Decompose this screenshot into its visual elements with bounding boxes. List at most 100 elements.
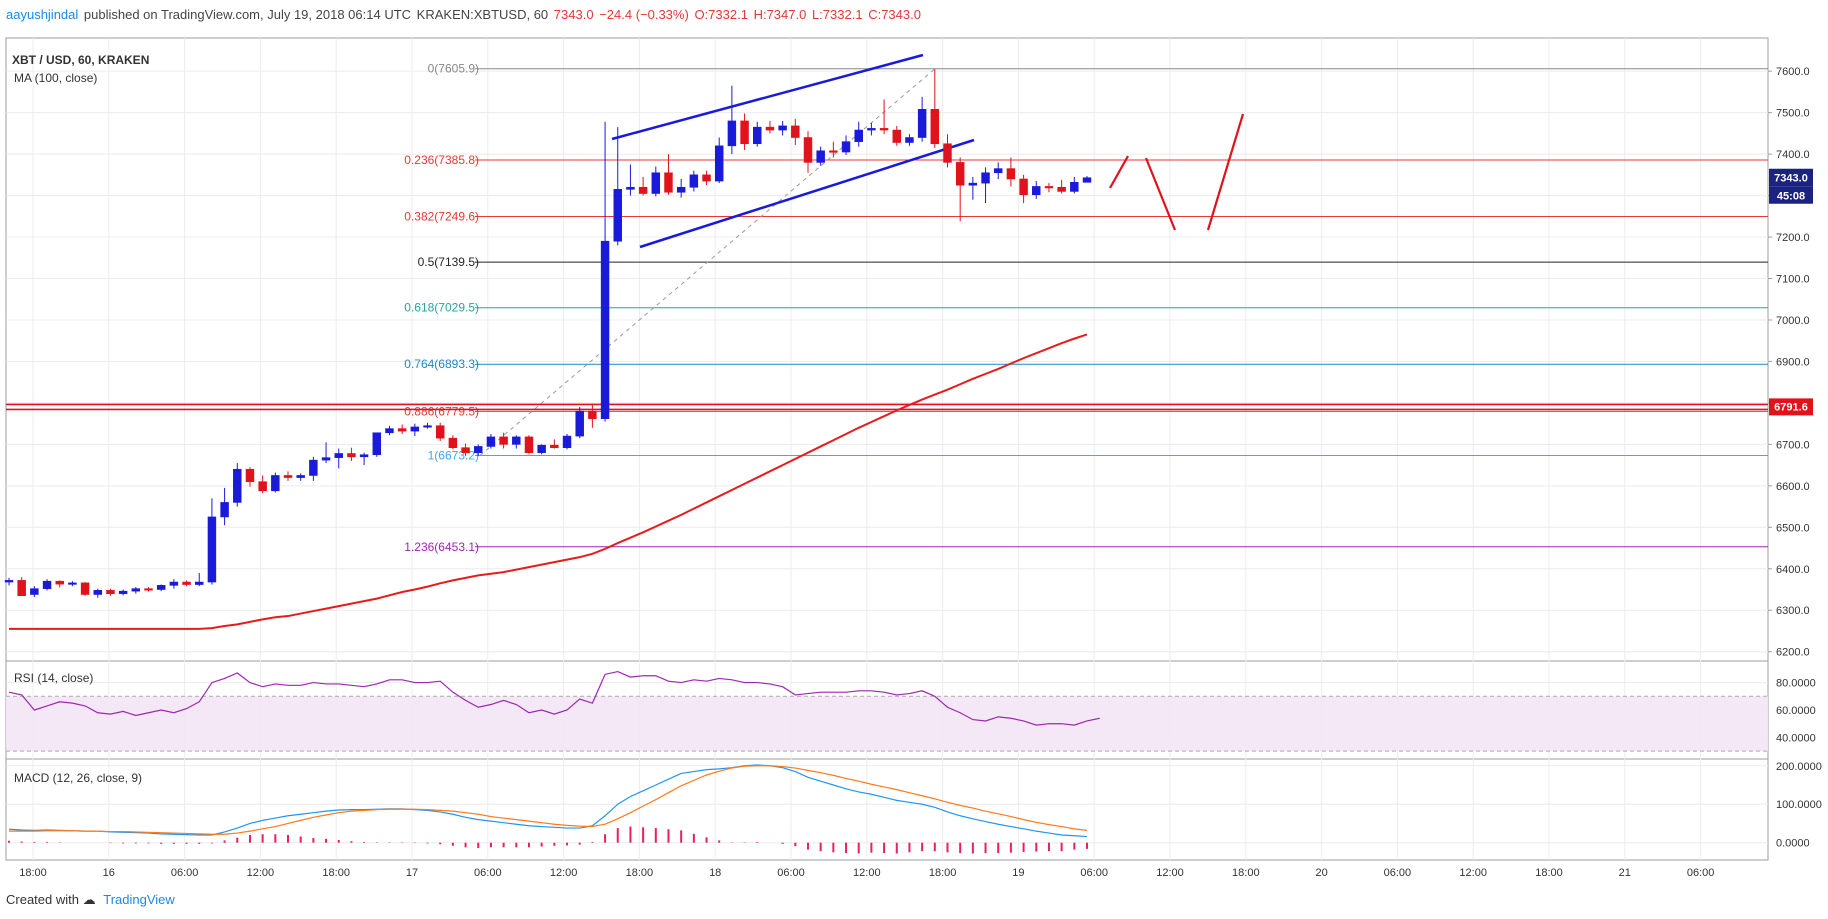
candle-body [1057, 186, 1066, 192]
candle-body [613, 189, 622, 242]
candle-body [867, 128, 876, 131]
level-tag-label: 6791.6 [1774, 401, 1808, 413]
countdown-tag-label: 45:08 [1777, 191, 1805, 203]
x-tick-label: 21 [1619, 867, 1631, 879]
candle-body [727, 120, 737, 147]
fib-level-label: 0.886(6779.5) [404, 404, 479, 418]
candle-body [575, 410, 584, 437]
candle-body [1032, 186, 1041, 196]
last-price: 7343.0 [553, 7, 594, 22]
candle-body [1044, 186, 1054, 189]
candle-body [321, 457, 331, 461]
rsi-series-line [8, 670, 1100, 726]
x-tick-label: 16 [103, 867, 115, 879]
candle-body [1070, 182, 1079, 192]
fib-level-label: 0.382(7249.6) [404, 209, 479, 223]
candle-body [271, 475, 280, 492]
x-tick-label: 18:00 [1535, 867, 1563, 879]
fib-level-label: 1.236(6453.1) [404, 540, 479, 554]
candle-body [638, 186, 648, 194]
candle-body [714, 145, 724, 182]
candle-body [689, 174, 699, 188]
candle-body [347, 453, 356, 458]
candle-body [4, 580, 14, 583]
candle-body [144, 588, 153, 591]
candle-body [753, 126, 762, 145]
macd-tick-label: 100.0000 [1776, 799, 1822, 811]
created-with-text: Created with [6, 892, 79, 907]
candle-body [879, 128, 889, 131]
candle-body [372, 432, 382, 456]
ma-indicator-label: MA (100, close) [14, 71, 97, 85]
ohlc-low: L:7332.1 [811, 7, 863, 22]
y-tick-label: 6900.0 [1776, 356, 1810, 368]
y-tick-label: 7500.0 [1776, 108, 1810, 120]
candle-body [169, 581, 179, 586]
x-tick-label: 18:00 [322, 867, 350, 879]
rsi-tick-label: 60.0000 [1776, 705, 1816, 717]
tradingview-link[interactable]: TradingView [103, 892, 175, 907]
candle-body [841, 141, 851, 153]
y-tick-label: 6200.0 [1776, 647, 1810, 659]
fib-level-label: 0.764(6893.3) [404, 357, 479, 371]
author-link[interactable]: aayushjindal [6, 7, 79, 22]
price-tags: 7343.0 45:08 6791.6 [1769, 168, 1813, 416]
candle-body [550, 444, 559, 448]
candle-body [791, 125, 800, 138]
candle-body [30, 588, 39, 595]
macd-tick-label: 0.0000 [1776, 838, 1810, 850]
candle-body [220, 502, 229, 518]
x-tick-label: 12:00 [550, 867, 578, 879]
x-tick-label: 06:00 [474, 867, 502, 879]
candle-body [156, 585, 166, 590]
y-tick-label: 6500.0 [1776, 522, 1810, 534]
tradingview-logo-icon: ☁ [82, 892, 96, 907]
candle-body [131, 588, 141, 592]
forecast-path-segment [1144, 157, 1177, 231]
rsi-tick-label: 80.0000 [1776, 678, 1816, 690]
rsi-band [6, 695, 1768, 752]
y-tick-label: 7100.0 [1776, 274, 1810, 286]
candle-body [968, 182, 978, 186]
main-chart-title: XBT / USD, 60, KRAKEN [12, 53, 149, 67]
candle-body [486, 436, 496, 447]
candle-body [55, 580, 64, 585]
candle-body [106, 590, 115, 594]
price-change: −24.4 (−0.33%) [599, 7, 689, 22]
fib-level-label: 0.618(7029.5) [404, 301, 479, 315]
candle-body [905, 137, 914, 143]
candle-body [359, 454, 369, 458]
candle-body [1082, 177, 1092, 183]
y-tick-label: 7200.0 [1776, 232, 1810, 244]
x-axis-labels: 18:00 16 06:00 12:00 18:00 17 06:00 12:00 18:00 1… [19, 867, 1714, 879]
x-tick-label: 12:00 [1459, 867, 1487, 879]
candle-body [42, 580, 52, 589]
fib-level-label: 0.236(7385.8) [404, 153, 479, 167]
candle-body [740, 120, 749, 145]
candle-body [981, 172, 990, 184]
candle-body [93, 590, 103, 595]
candle-body [68, 582, 77, 585]
candle-body [309, 459, 318, 476]
x-tick-label: 19 [1012, 867, 1024, 879]
candle-body [930, 109, 940, 145]
fib-level-label: 0(7605.9) [428, 62, 479, 76]
candle-body [955, 162, 965, 186]
candle-body [410, 426, 420, 432]
candle-body [1006, 168, 1016, 180]
countdown-tag [1769, 186, 1813, 204]
candle-body [524, 436, 534, 453]
last-price-tag [1769, 168, 1813, 187]
x-tick-label: 20 [1315, 867, 1327, 879]
x-tick-label: 18:00 [1232, 867, 1260, 879]
ohlc-close: C:7343.0 [868, 7, 921, 22]
y-tick-label: 7600.0 [1776, 66, 1810, 78]
published-text: published on TradingView.com, July 19, 2… [83, 7, 412, 22]
candle-body [917, 109, 927, 138]
candle-body [1019, 178, 1028, 196]
forecast-path-segment [1206, 113, 1245, 231]
x-tick-label: 18:00 [19, 867, 47, 879]
candle-body [499, 436, 508, 445]
